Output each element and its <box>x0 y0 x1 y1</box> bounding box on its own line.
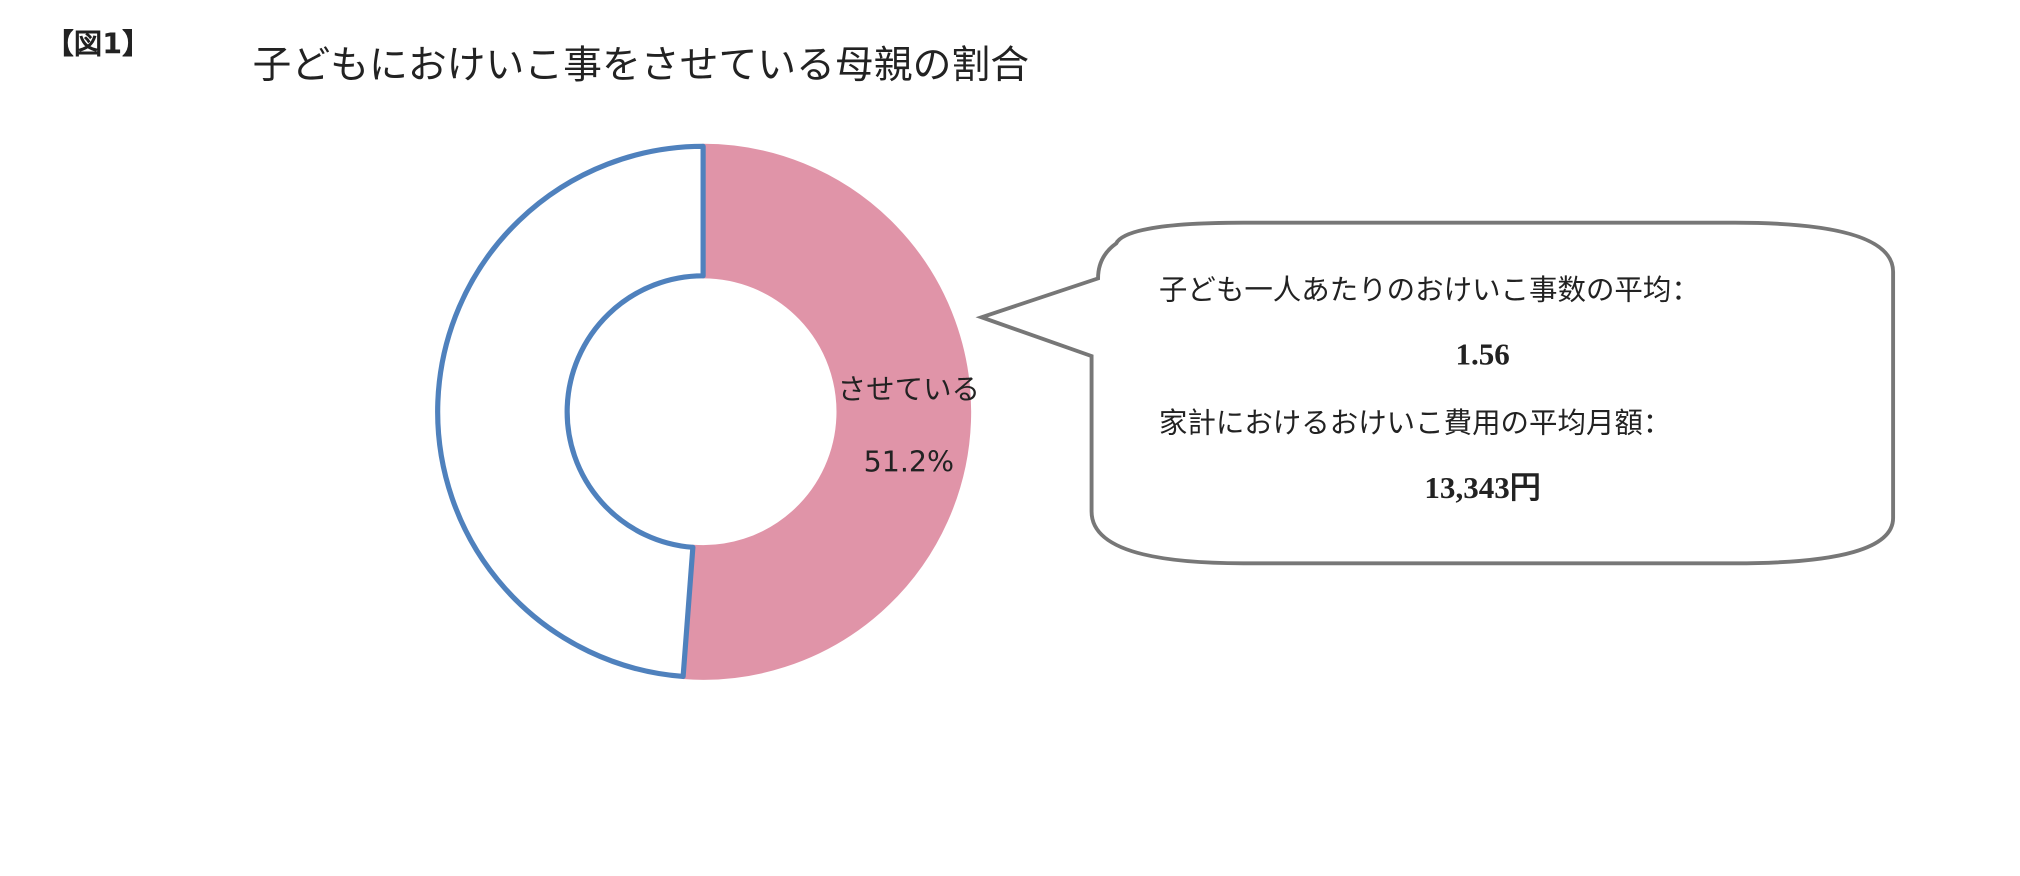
callout: 子ども一人あたりのおけいこ事数の平均： 1.56 家計におけるおけいこ費用の平均月額… <box>1159 273 1700 505</box>
donut-slice <box>435 143 706 680</box>
slice-label: させている <box>838 373 980 406</box>
callout-text: 家計におけるおけいこ費用の平均月額： <box>1159 407 1671 440</box>
chart-title: 子どもにおけいこ事をさせている母親の割合 <box>253 43 1030 88</box>
callout-text: 13,343円 <box>1424 470 1541 505</box>
figure-label: 【図1】 <box>45 27 150 60</box>
value-label: 51.2% <box>864 446 954 479</box>
callout-text: 子ども一人あたりのおけいこ事数の平均： <box>1159 273 1700 306</box>
donut-slice <box>680 143 972 680</box>
callout-bubble <box>975 220 1896 566</box>
callout-text: 1.56 <box>1455 337 1509 372</box>
